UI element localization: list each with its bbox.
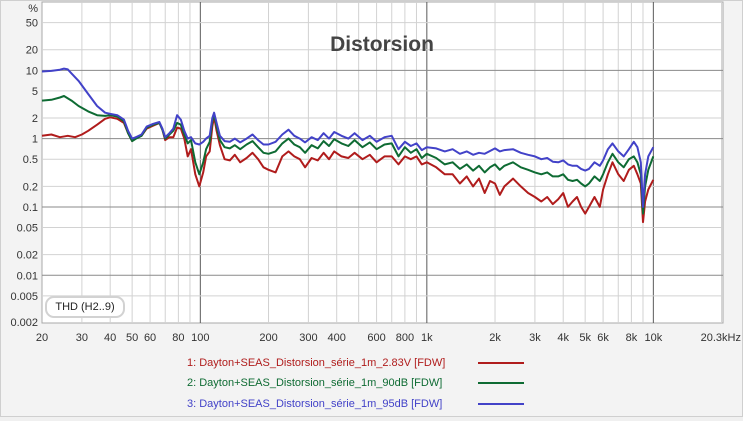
x-tick-label: 400 (328, 332, 346, 344)
x-tick-label: 300 (299, 332, 317, 344)
y-tick-label: 0.5 (23, 154, 38, 166)
chart-title: Distorsion (330, 33, 434, 56)
y-tick-label: 0.01 (17, 270, 38, 282)
legend-item-2[interactable]: 2: Dayton+SEAS_Distorsion_série_1m_90dB … (187, 375, 524, 391)
x-tick-label: 3k (529, 332, 541, 344)
thd-annotation: THD (H2..9) (45, 296, 125, 318)
y-tick-label: 5 (32, 86, 38, 98)
x-tick-label: 10k (644, 332, 662, 344)
legend-label-1: 1: Dayton+SEAS_Distorsion_série_1m_2.83V… (187, 357, 446, 369)
x-tick-label: 1k (421, 332, 433, 344)
x-tick-label: 8k (626, 332, 638, 344)
y-tick-label: 0.005 (10, 291, 38, 303)
x-tick-label: 30 (76, 332, 88, 344)
y-tick-label: % (28, 3, 38, 15)
y-tick-label: 2 (32, 113, 38, 125)
x-tick-label: 20.3kHz (701, 332, 741, 344)
y-tick-label: 0.002 (10, 317, 38, 329)
y-tick-label: 10 (26, 65, 38, 77)
x-tick-label: 5k (579, 332, 591, 344)
series-line-3 (41, 67, 655, 208)
x-tick-label: 800 (396, 332, 414, 344)
x-tick-label: 80 (172, 332, 184, 344)
y-tick-label: 1 (32, 134, 38, 146)
legend-item-1[interactable]: 1: Dayton+SEAS_Distorsion_série_1m_2.83V… (187, 355, 524, 371)
x-tick-label: 100 (191, 332, 209, 344)
x-tick-label: 60 (144, 332, 156, 344)
x-tick-label: 600 (367, 332, 385, 344)
series-lines (41, 67, 655, 224)
y-tick-label: 20 (26, 45, 38, 57)
legend-label-3: 3: Dayton+SEAS_Distorsion_série_1m_95dB … (187, 398, 443, 410)
legend-label-2: 2: Dayton+SEAS_Distorsion_série_1m_90dB … (187, 377, 443, 389)
x-tick-label: 200 (259, 332, 277, 344)
x-axis-ticks: 20 30 40 50 60 80 100 200 300 400 600 800 1k 2k 3k 4k 5k… (36, 332, 741, 344)
legend-swatch-3 (478, 403, 524, 405)
x-tick-label: 50 (126, 332, 138, 344)
x-tick-label: 6k (597, 332, 609, 344)
y-tick-label: 0.02 (17, 250, 38, 262)
y-tick-label: 0.2 (23, 181, 38, 193)
y-tick-label: 0.05 (17, 223, 38, 235)
y-tick-label: 0.1 (23, 202, 38, 214)
x-tick-label: 40 (104, 332, 116, 344)
plot-area (41, 1, 724, 324)
legend-swatch-1 (478, 362, 524, 364)
x-tick-label: 4k (557, 332, 569, 344)
x-tick-label: 20 (36, 332, 48, 344)
x-tick-label: 2k (489, 332, 501, 344)
y-tick-label: 50 (26, 18, 38, 30)
legend-swatch-2 (478, 382, 524, 384)
y-axis-ticks: % 50 20 10 5 2 1 0.5 0.2 0.1 0.05 0.02 0.01 0.005 0.00… (10, 3, 38, 329)
legend-item-3[interactable]: 3: Dayton+SEAS_Distorsion_série_1m_95dB … (187, 396, 524, 412)
